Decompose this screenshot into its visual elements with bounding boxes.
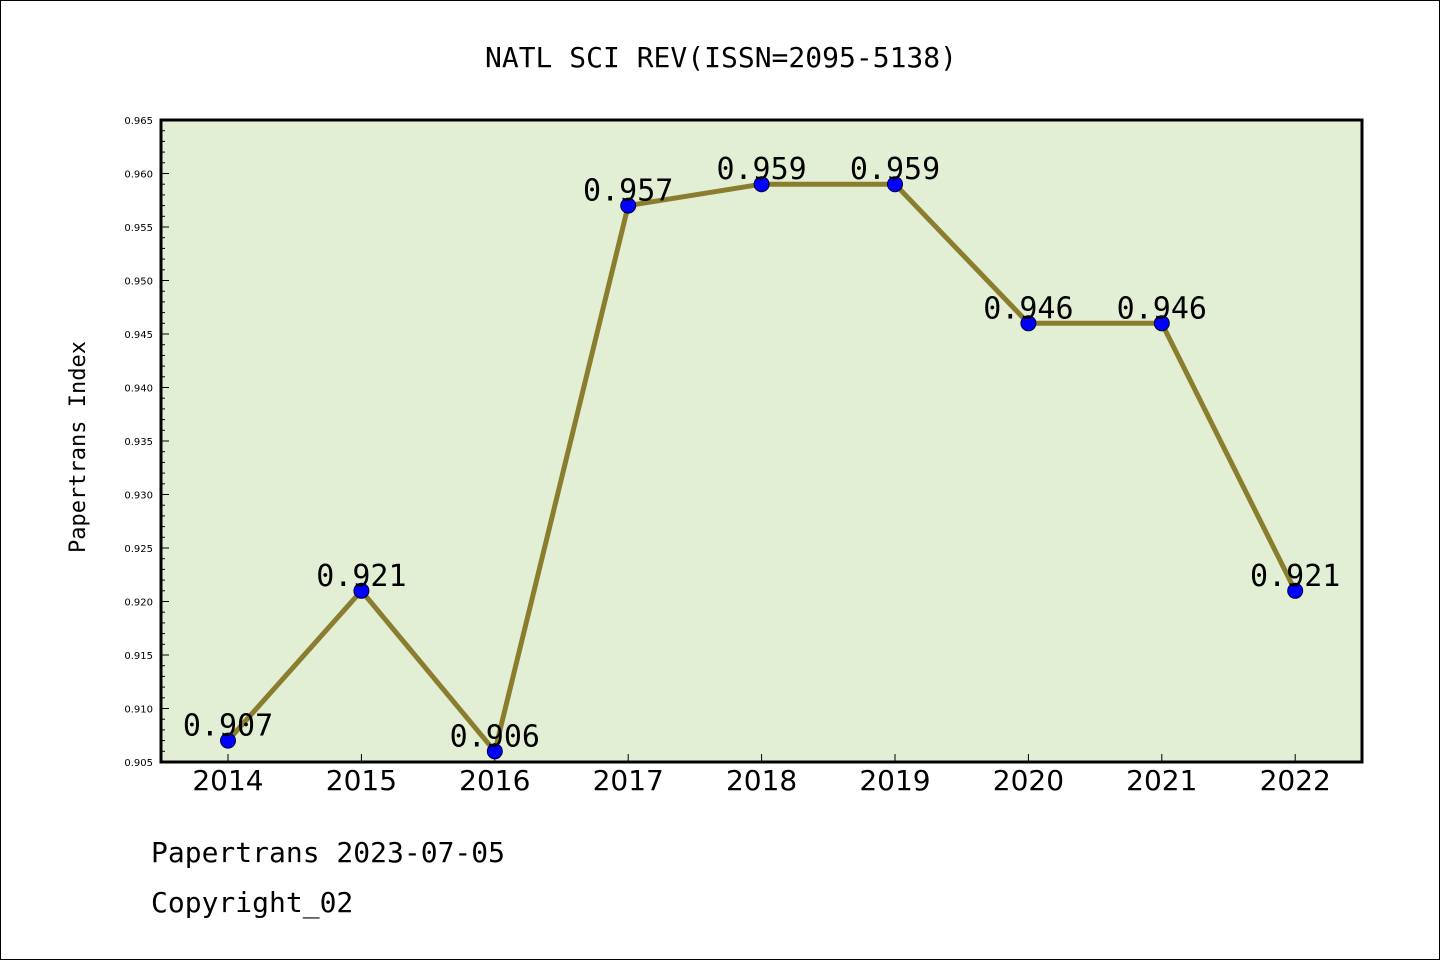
- data-point: [486, 743, 503, 760]
- data-label: 0.946: [1117, 291, 1207, 326]
- chart-title: NATL SCI REV(ISSN=2095-5138): [485, 41, 957, 74]
- series-group: 0.907 0.921 0.906 0.957 0.959 0.959 0.946 0.946…: [183, 152, 1340, 760]
- data-point: [753, 176, 770, 193]
- data-label: 0.957: [583, 174, 673, 209]
- y-tick-label: 0.935: [124, 437, 153, 448]
- data-label: 0.946: [983, 291, 1073, 326]
- footer-copyright: Copyright_02: [151, 886, 354, 919]
- y-tick-label: 0.920: [124, 598, 153, 609]
- x-tick-label: 2019: [859, 764, 930, 797]
- data-label: 0.921: [1250, 559, 1340, 594]
- y-tick-label: 0.910: [124, 705, 153, 716]
- y-tick-label: 0.965: [124, 116, 153, 127]
- data-point: [353, 582, 370, 599]
- y-tick-label: 0.950: [124, 277, 153, 288]
- data-label: 0.921: [316, 559, 406, 594]
- footer-date: Papertrans 2023-07-05: [151, 836, 506, 869]
- y-tick-label: 0.925: [124, 544, 153, 555]
- data-label: 0.906: [450, 719, 540, 754]
- data-label: 0.959: [850, 152, 940, 187]
- plot-area: [159, 118, 1364, 764]
- x-tick-label: 2021: [1126, 764, 1197, 797]
- y-tick-label: 0.940: [124, 384, 153, 395]
- data-point: [620, 197, 637, 214]
- x-tick-label: 2022: [1260, 764, 1331, 797]
- y-axis-label: Papertrans Index: [66, 341, 91, 553]
- data-point: [1153, 315, 1170, 332]
- data-point: [1287, 582, 1304, 599]
- data-label: 0.907: [183, 709, 273, 744]
- data-label: 0.959: [716, 152, 806, 187]
- y-tick-label: 0.930: [124, 491, 153, 502]
- x-tick-label: 2018: [726, 764, 797, 797]
- y-tick-label: 0.945: [124, 330, 153, 341]
- x-tick-label: 2020: [993, 764, 1064, 797]
- y-tick-label: 0.915: [124, 651, 153, 662]
- x-tick-label: 2017: [593, 764, 664, 797]
- data-point: [887, 176, 903, 193]
- x-tick-label: 2014: [192, 764, 263, 797]
- y-axis: 0.905 0.910 0.915 0.920 0.925 0.930 0.935 0.940…: [124, 116, 169, 769]
- x-axis: 2014 2015 2016 2017 2018 2019 2020 2021 2022: [192, 754, 1331, 797]
- y-tick-label: 0.960: [124, 170, 153, 181]
- y-tick-label: 0.905: [124, 758, 153, 769]
- y-tick-label: 0.955: [124, 223, 153, 234]
- x-tick-label: 2015: [326, 764, 397, 797]
- data-point: [220, 732, 236, 749]
- data-point: [1020, 315, 1037, 332]
- x-tick-label: 2016: [459, 764, 530, 797]
